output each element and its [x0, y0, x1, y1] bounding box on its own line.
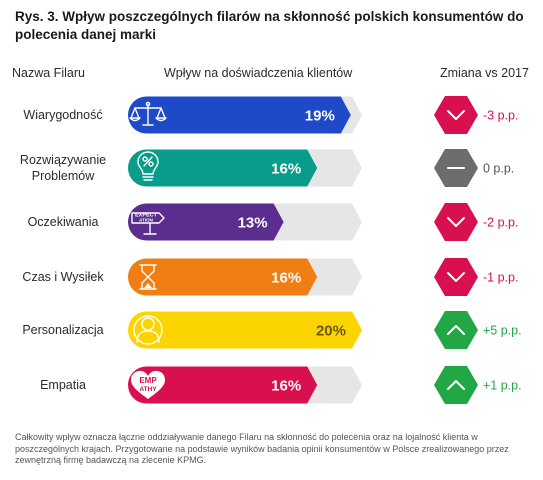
- scales-icon: [129, 101, 167, 126]
- change-hexagon: [434, 257, 478, 297]
- chevron-up-icon: [447, 325, 465, 335]
- chevron-down-icon: [447, 110, 465, 120]
- change-label: +1 p.p.: [483, 379, 522, 393]
- bar-value-label: 16%: [271, 378, 301, 395]
- row-label: Czas i Wysiłek: [22, 270, 104, 284]
- row-label: Empatia: [40, 378, 86, 392]
- change-hexagon: [434, 365, 478, 405]
- bar: [128, 258, 318, 296]
- bar-value-label: 16%: [271, 270, 301, 287]
- row-label: Personalizacja: [22, 323, 103, 337]
- change-hexagon: [434, 95, 478, 135]
- bar: [128, 203, 284, 241]
- chevron-down-icon: [447, 217, 465, 227]
- icon-text: ATHY: [139, 386, 157, 393]
- change-label: 0 p.p.: [483, 162, 514, 176]
- chart-title: Rys. 3. Wpływ poszczególnych filarów na …: [15, 9, 524, 42]
- icon-text: EXPECT: [135, 213, 158, 219]
- change-hexagon: [434, 202, 478, 242]
- bar-value-label: 19%: [305, 108, 335, 125]
- lightbulb-icon: [137, 151, 159, 181]
- change-label: -3 p.p.: [483, 109, 518, 123]
- row-label: Rozwiązywanie Problemów: [20, 153, 106, 183]
- footnote: Całkowity wpływ oznacza łączne oddziaływ…: [15, 432, 509, 465]
- chevron-up-icon: [447, 380, 465, 390]
- bar-value-label: 13%: [238, 215, 268, 232]
- bar: [128, 96, 351, 134]
- column-header-change: Zmiana vs 2017: [440, 66, 529, 80]
- person-icon: [133, 315, 163, 345]
- row-label: Wiarygodność: [23, 108, 102, 122]
- bar: [128, 149, 318, 187]
- bar: [128, 311, 362, 349]
- change-label: -1 p.p.: [483, 271, 518, 285]
- change-hexagon: [434, 310, 478, 350]
- row-label: Oczekiwania: [28, 215, 99, 229]
- icon-text: ATION: [139, 218, 153, 223]
- hourglass-icon: [139, 264, 157, 290]
- change-label: -2 p.p.: [483, 216, 518, 230]
- pillar-chart: Wiarygodność 19% -3 p.p. Rozwiązywanie Probl…: [20, 95, 522, 405]
- bar-value-label: 20%: [316, 323, 346, 340]
- bar-value-label: 16%: [271, 161, 301, 178]
- change-label: +5 p.p.: [483, 324, 522, 338]
- icon-text: EMP: [139, 376, 157, 385]
- chevron-down-icon: [447, 272, 465, 282]
- column-header-impact: Wpływ na doświadczenia klientów: [164, 66, 353, 80]
- bar: [128, 366, 318, 404]
- column-header-name: Nazwa Filaru: [12, 66, 85, 80]
